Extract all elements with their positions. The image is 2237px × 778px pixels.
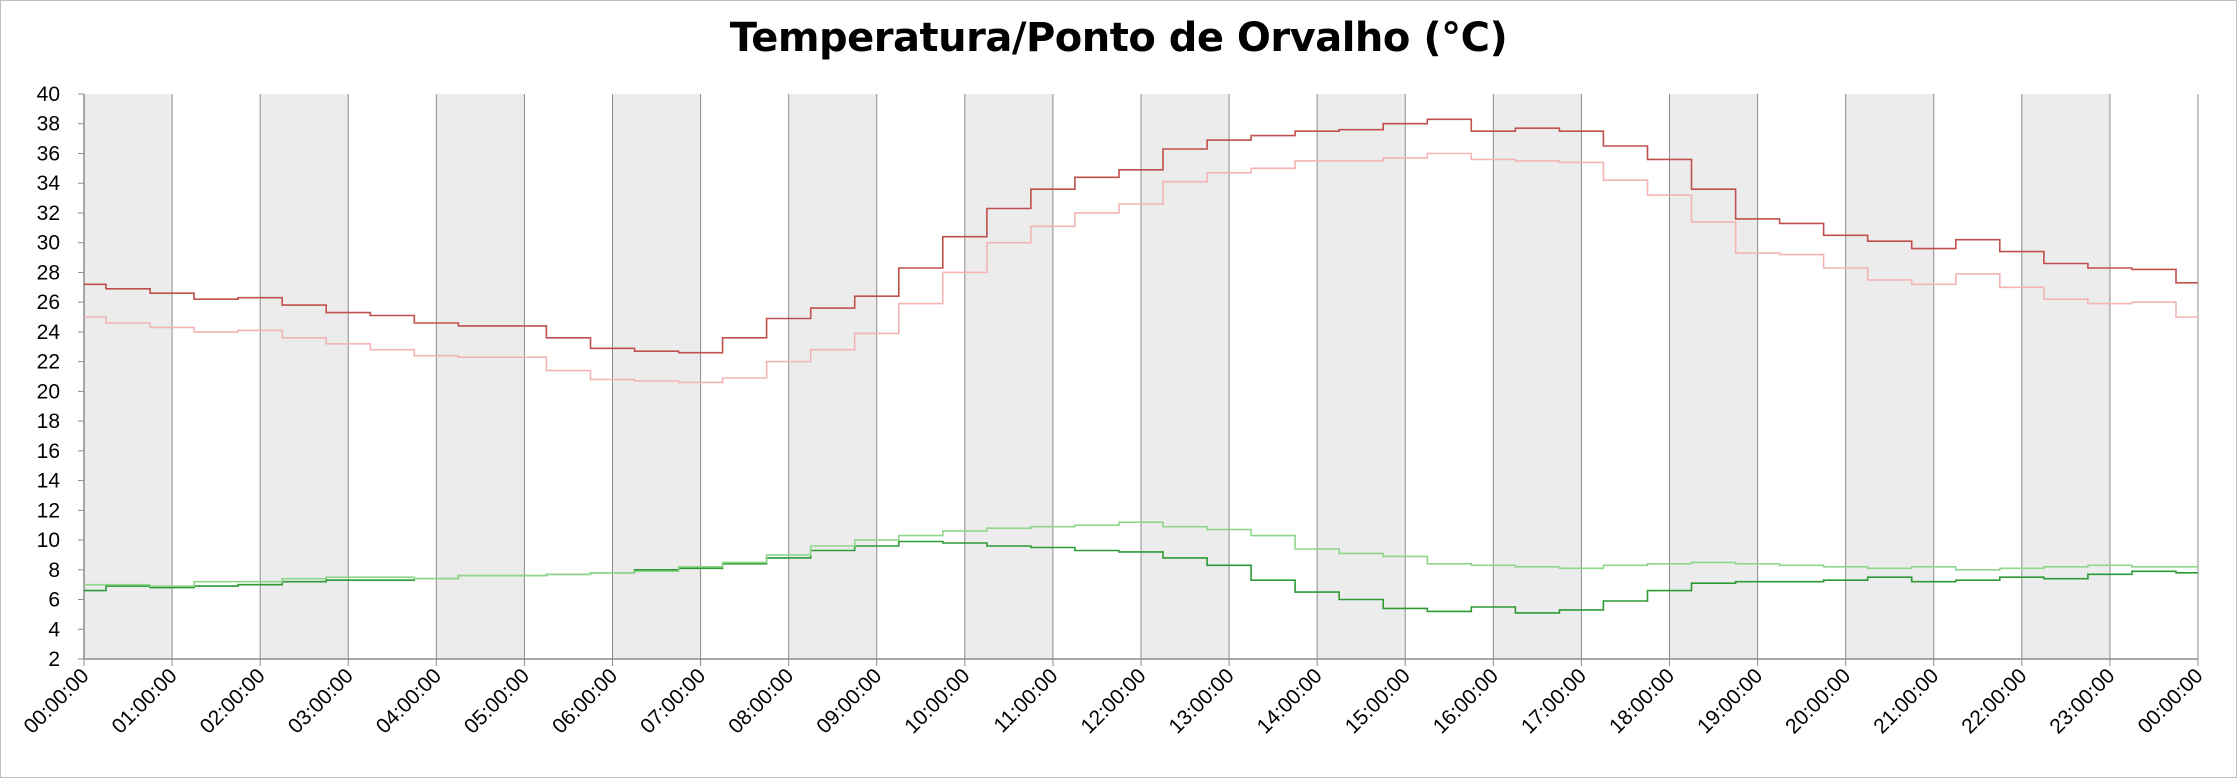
x-tick-label: 06:00:00: [548, 664, 622, 738]
x-tick-label: 11:00:00: [989, 664, 1062, 737]
hour-band: [612, 94, 701, 659]
series-line-2: [84, 152, 2198, 384]
hour-band: [788, 94, 877, 659]
y-tick-label: 30: [37, 232, 60, 255]
y-tick-label: 40: [37, 83, 60, 106]
x-tick-label: 03:00:00: [284, 664, 358, 738]
y-tick-label: 22: [37, 351, 60, 374]
x-tick-label: 18:00:00: [1605, 664, 1679, 738]
hour-band: [1141, 94, 1230, 659]
y-tick-label: 28: [37, 261, 60, 284]
x-tick-label: 02:00:00: [196, 664, 270, 738]
y-tick-label: 4: [48, 618, 60, 641]
hour-band: [964, 94, 1053, 659]
y-tick-label: 26: [37, 291, 60, 314]
x-tick-label: 08:00:00: [724, 664, 798, 738]
y-tick-label: 36: [37, 142, 60, 165]
x-tick-label: 12:00:00: [1076, 664, 1150, 738]
y-tick-label: 8: [48, 559, 60, 582]
x-tick-label: 21:00:00: [1869, 664, 1943, 738]
series-line-4: [84, 521, 2198, 587]
hour-band: [1669, 94, 1758, 659]
y-tick-label: 6: [48, 589, 60, 612]
hour-band: [1317, 94, 1406, 659]
x-tick-label: 00:00:00: [19, 664, 93, 738]
x-tick-label: 13:00:00: [1165, 664, 1239, 738]
y-tick-label: 14: [37, 470, 61, 493]
y-tick-label: 16: [37, 440, 60, 463]
y-tick-label: 18: [37, 410, 60, 433]
x-tick-label: 19:00:00: [1693, 664, 1767, 738]
hour-band: [436, 94, 525, 659]
x-tick-label: 01:00:00: [108, 664, 182, 738]
y-tick-label: 38: [37, 113, 60, 136]
x-tick-label: 09:00:00: [812, 664, 886, 738]
y-tick-label: 34: [37, 172, 61, 195]
x-tick-label: 14:00:00: [1253, 664, 1327, 738]
hour-band: [84, 94, 173, 659]
x-tick-label: 10:00:00: [900, 664, 974, 738]
x-tick-label: 04:00:00: [372, 664, 446, 738]
x-tick-label: 17:00:00: [1517, 664, 1591, 738]
y-tick-label: 12: [37, 499, 60, 522]
chart-title: Temperatura/Ponto de Orvalho (°C): [729, 15, 1508, 61]
y-tick-label: 2: [48, 648, 60, 671]
y-tick-label: 24: [37, 321, 61, 344]
x-tick-label: 05:00:00: [460, 664, 534, 738]
series-line-1: [84, 118, 2198, 354]
y-tick-label: 10: [37, 529, 60, 552]
hour-band: [1493, 94, 1582, 659]
x-tick-label: 20:00:00: [1781, 664, 1855, 738]
x-tick-label: 15:00:00: [1341, 664, 1415, 738]
y-tick-label: 20: [37, 380, 60, 403]
x-tick-label: 00:00:00: [2133, 664, 2207, 738]
y-tick-label: 32: [37, 202, 60, 225]
hour-band: [1845, 94, 1934, 659]
hour-band: [260, 94, 349, 659]
x-tick-label: 16:00:00: [1429, 664, 1503, 738]
x-tick-label: 22:00:00: [1957, 664, 2031, 738]
x-tick-label: 07:00:00: [636, 664, 710, 738]
x-tick-label: 23:00:00: [2045, 664, 2119, 738]
